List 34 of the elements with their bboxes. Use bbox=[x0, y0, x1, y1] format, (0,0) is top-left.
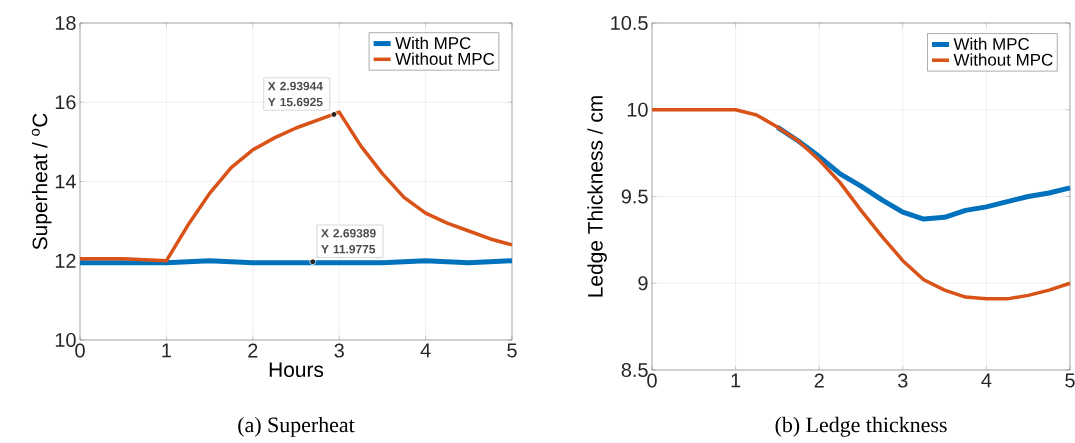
y-tick-label: 16 bbox=[55, 95, 76, 110]
x-tick-label: 1 bbox=[162, 343, 171, 358]
annotation: X 2.93944 Y 15.6925 bbox=[267, 81, 323, 107]
x-tick-label: 2 bbox=[248, 343, 258, 358]
x-tick-label: 0 bbox=[647, 373, 657, 388]
annotation: X 2.69389 Y 11.9775 bbox=[321, 229, 376, 254]
x-tick-label: 2 bbox=[814, 373, 824, 388]
x-tick-label: 3 bbox=[334, 343, 344, 358]
text: (b) Ledge thickness bbox=[775, 416, 947, 437]
legend-label: Without MPC bbox=[953, 53, 1053, 66]
legend-label: With MPC bbox=[395, 36, 471, 50]
line-series bbox=[78, 110, 514, 263]
x-tick-label: 5 bbox=[1065, 373, 1075, 388]
y-tick-label: 9 bbox=[638, 276, 648, 291]
y-tick-label: 14 bbox=[55, 174, 76, 189]
y-tick-label: 9.5 bbox=[621, 189, 648, 204]
y-tick-label: 10 bbox=[55, 332, 76, 348]
legend-label: Without MPC bbox=[395, 52, 495, 65]
y-tick-label: 8.5 bbox=[621, 362, 648, 378]
legend-label: With MPC bbox=[953, 37, 1030, 51]
y-tick-label: 10 bbox=[627, 102, 648, 117]
x-tick-label: 0 bbox=[75, 343, 85, 358]
x-tick-label: 3 bbox=[898, 373, 908, 388]
x-axis-title: Hours bbox=[269, 362, 324, 378]
y-tick-label: 12 bbox=[55, 253, 76, 268]
y-axis-title: Ledge Thickness / cm bbox=[587, 96, 607, 297]
y-tick-label: 18 bbox=[55, 15, 76, 31]
y-axis-title: Superheat / $^{o}$C bbox=[31, 113, 52, 250]
x-tick-label: 4 bbox=[420, 343, 431, 358]
y-tick-label: 10.5 bbox=[611, 15, 648, 31]
x-tick-label: 1 bbox=[731, 373, 741, 388]
text: (a) Superheat bbox=[238, 416, 355, 437]
x-tick-label: 5 bbox=[507, 343, 517, 358]
x-tick-label: 4 bbox=[981, 373, 992, 388]
